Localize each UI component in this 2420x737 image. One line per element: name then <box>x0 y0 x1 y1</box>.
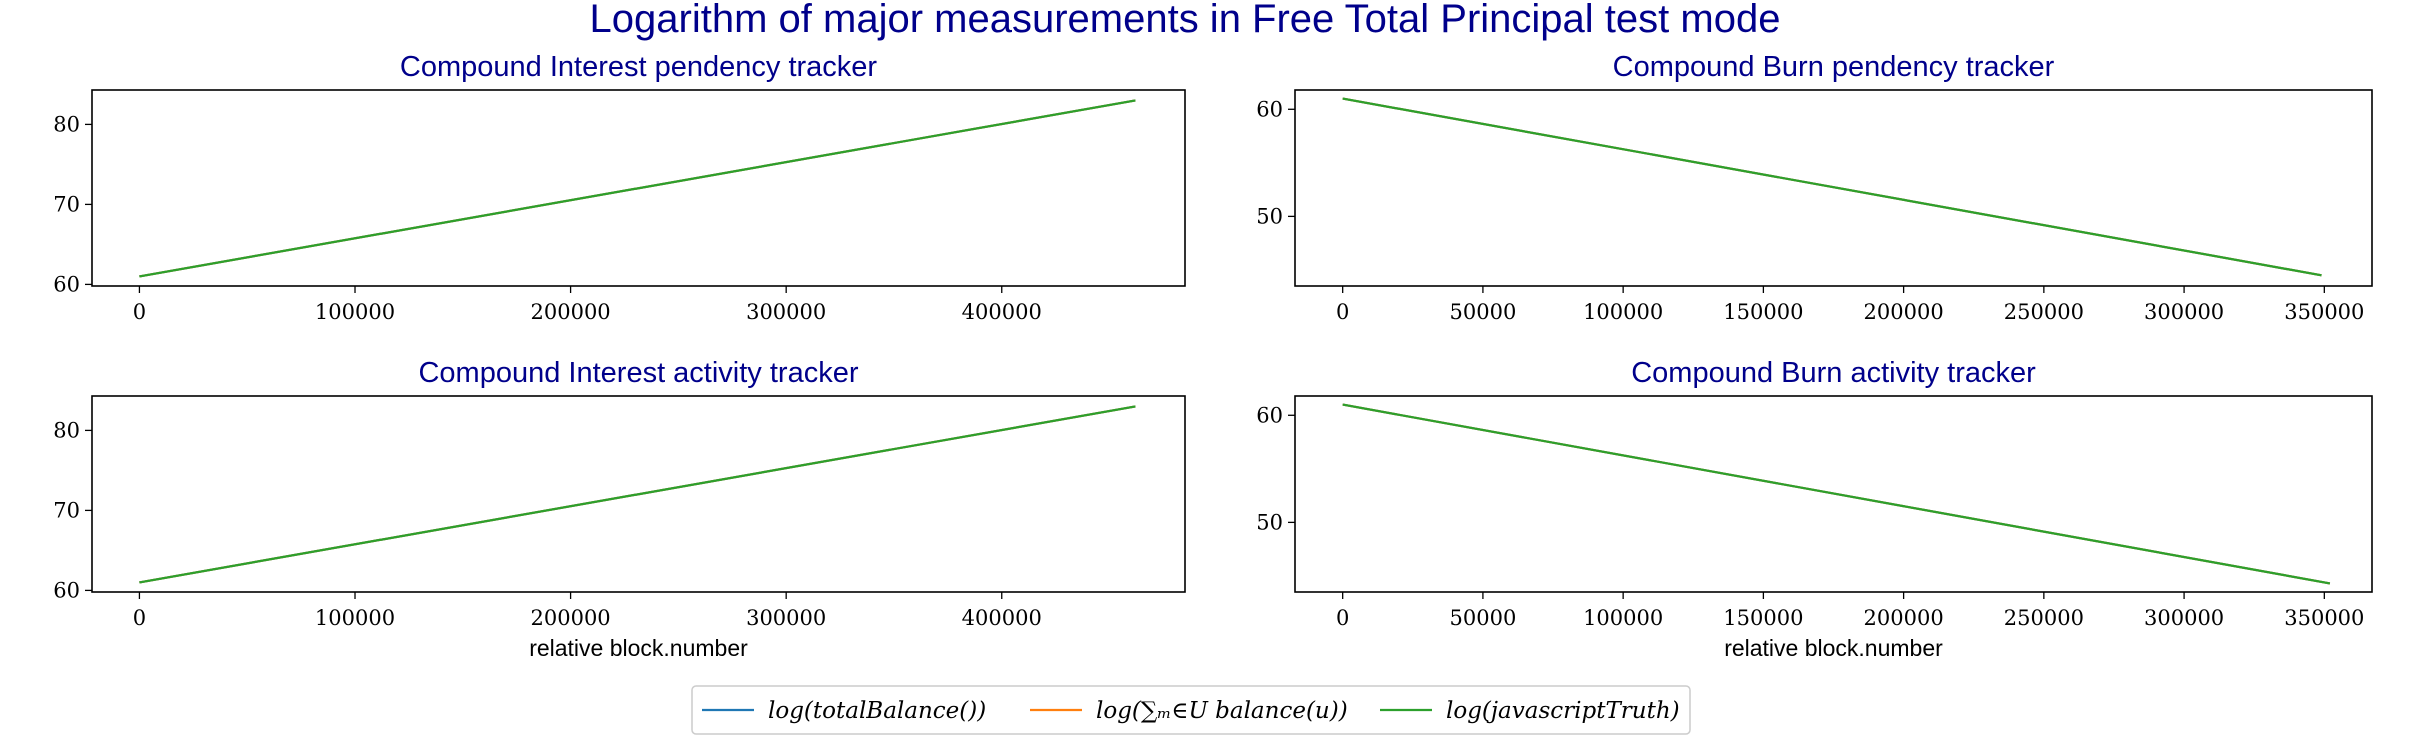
subplot-3: Compound Interest activity tracker 0 10000… <box>53 357 1186 661</box>
subplot-4: Compound Burn activity tracker 0 50000 1000… <box>1256 357 2373 661</box>
y-tick-label: 50 <box>1256 204 1283 228</box>
x-tick-label: 100000 <box>1583 300 1663 324</box>
series-line-3 <box>1342 97 2322 277</box>
figure-title: Logarithm of major measurements in Free … <box>590 0 1781 41</box>
x-tick-label: 350000 <box>2284 606 2364 630</box>
series-line-3 <box>1342 403 2331 585</box>
y-tick-label: 60 <box>53 272 80 296</box>
axes-frame <box>1294 89 2373 287</box>
x-tick-label: 200000 <box>1864 606 1944 630</box>
x-tick-label: 100000 <box>315 606 395 630</box>
y-tick-label: 60 <box>1256 403 1283 427</box>
x-tick-label: 200000 <box>531 300 611 324</box>
y-tick-label: 80 <box>53 112 80 136</box>
x-tick-label: 0 <box>133 300 146 324</box>
subplot-title: Compound Interest pendency tracker <box>400 51 877 83</box>
subplot-1: Compound Interest pendency tracker 0 10000… <box>53 51 1186 324</box>
subplot-title: Compound Burn pendency tracker <box>1613 51 2055 83</box>
x-axis-label: relative block.number <box>1724 635 1943 661</box>
x-tick-label: 250000 <box>2004 606 2084 630</box>
legend-label-2: log(∑ₘ∈U balance(u)) <box>1096 698 1348 724</box>
y-tick-label: 70 <box>53 192 80 216</box>
x-tick-label: 100000 <box>315 300 395 324</box>
subplots: Compound Interest pendency tracker 0 10000… <box>53 51 2373 661</box>
y-tick-label: 70 <box>53 498 80 522</box>
axes-frame <box>91 89 1186 287</box>
x-tick-label: 250000 <box>2004 300 2084 324</box>
x-tick-label: 0 <box>1336 300 1349 324</box>
x-tick-label: 300000 <box>746 606 826 630</box>
axes-frame <box>1294 395 2373 593</box>
x-tick-label: 350000 <box>2284 300 2364 324</box>
y-tick-label: 60 <box>1256 97 1283 121</box>
x-tick-label: 150000 <box>1723 606 1803 630</box>
x-tick-label: 0 <box>1336 606 1349 630</box>
x-tick-label: 400000 <box>962 606 1042 630</box>
x-tick-label: 200000 <box>531 606 611 630</box>
subplot-title: Compound Interest activity tracker <box>418 357 858 389</box>
x-tick-label: 300000 <box>2144 300 2224 324</box>
y-tick-label: 50 <box>1256 510 1283 534</box>
x-tick-label: 0 <box>133 606 146 630</box>
series-line-3 <box>139 405 1136 584</box>
x-tick-label: 50000 <box>1450 606 1517 630</box>
legend: log(totalBalance()) log(∑ₘ∈U balance(u)) l… <box>691 685 1691 735</box>
x-tick-label: 150000 <box>1723 300 1803 324</box>
subplot-2: Compound Burn pendency tracker 0 50000 1000… <box>1256 51 2373 324</box>
axes-frame <box>91 395 1186 593</box>
x-axis-label: relative block.number <box>529 635 748 661</box>
x-tick-label: 300000 <box>2144 606 2224 630</box>
subplot-title: Compound Burn activity tracker <box>1631 357 2036 389</box>
y-tick-label: 80 <box>53 418 80 442</box>
legend-frame <box>691 685 1691 735</box>
series-line-3 <box>139 99 1136 278</box>
x-tick-label: 200000 <box>1864 300 1944 324</box>
x-tick-label: 50000 <box>1450 300 1517 324</box>
y-tick-label: 60 <box>53 578 80 602</box>
legend-label-1: log(totalBalance()) <box>768 698 986 724</box>
x-tick-label: 300000 <box>746 300 826 324</box>
legend-label-3: log(javascriptTruth) <box>1446 698 1680 724</box>
x-tick-label: 400000 <box>962 300 1042 324</box>
x-tick-label: 100000 <box>1583 606 1663 630</box>
